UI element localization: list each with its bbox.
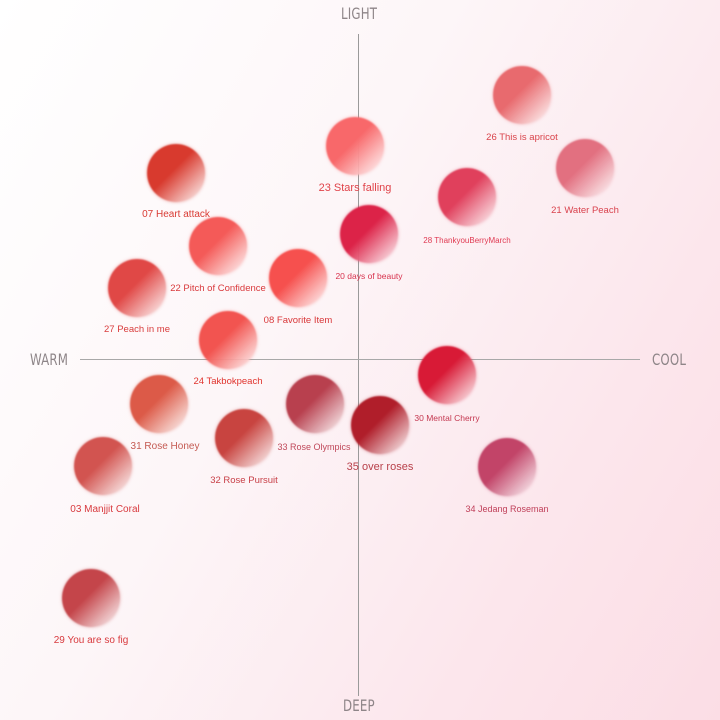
vertical-axis: [358, 34, 359, 696]
shade-label-29: 29 You are so fig: [53, 635, 129, 646]
shade-label-20: 20 days of beauty: [335, 271, 403, 281]
shade-label-23: 23 Stars falling: [318, 182, 392, 194]
shade-label-22: 22 Pitch of Confidence: [170, 283, 266, 294]
shade-label-07: 07 Heart attack: [142, 209, 210, 220]
shade-swatch-30: [418, 346, 476, 404]
shade-swatch-29: [62, 569, 120, 627]
shade-swatch-07: [147, 144, 205, 202]
shade-swatch-24: [199, 311, 257, 369]
shade-swatch-31: [130, 375, 188, 433]
shade-label-31: 31 Rose Honey: [130, 441, 200, 452]
shade-label-03: 03 Manjjit Coral: [70, 504, 140, 515]
shade-swatch-03: [74, 437, 132, 495]
axis-label-deep: DEEP: [343, 696, 375, 715]
shade-label-08: 08 Favorite Item: [263, 315, 333, 326]
shade-swatch-20: [340, 205, 398, 263]
shade-swatch-32: [215, 409, 273, 467]
shade-swatch-33: [286, 375, 344, 433]
axis-label-warm: WARM: [30, 350, 69, 369]
shade-swatch-27: [108, 259, 166, 317]
shade-label-26: 26 This is apricot: [486, 132, 558, 143]
shade-label-24: 24 Takbokpeach: [193, 376, 263, 387]
shade-swatch-23: [326, 117, 384, 175]
axis-label-cool: COOL: [652, 350, 687, 369]
shade-swatch-26: [493, 66, 551, 124]
axis-label-light: LIGHT: [341, 4, 378, 23]
shade-label-30: 30 Mental Cherry: [414, 413, 480, 423]
shade-swatch-34: [478, 438, 536, 496]
shade-label-28: 28 ThankyouBerryMarch: [423, 236, 511, 245]
shade-label-33: 33 Rose Olympics: [277, 442, 351, 452]
shade-label-32: 32 Rose Pursuit: [210, 475, 278, 486]
horizontal-axis: [80, 359, 640, 360]
shade-label-27: 27 Peach in me: [103, 324, 171, 335]
shade-label-34: 34 Jedang Roseman: [465, 504, 549, 514]
shade-label-35: 35 over roses: [346, 461, 414, 473]
shade-swatch-28: [438, 168, 496, 226]
shade-label-21: 21 Water Peach: [551, 205, 619, 216]
shade-swatch-35: [351, 396, 409, 454]
shade-swatch-08: [269, 249, 327, 307]
shade-swatch-21: [556, 139, 614, 197]
shade-swatch-22: [189, 217, 247, 275]
